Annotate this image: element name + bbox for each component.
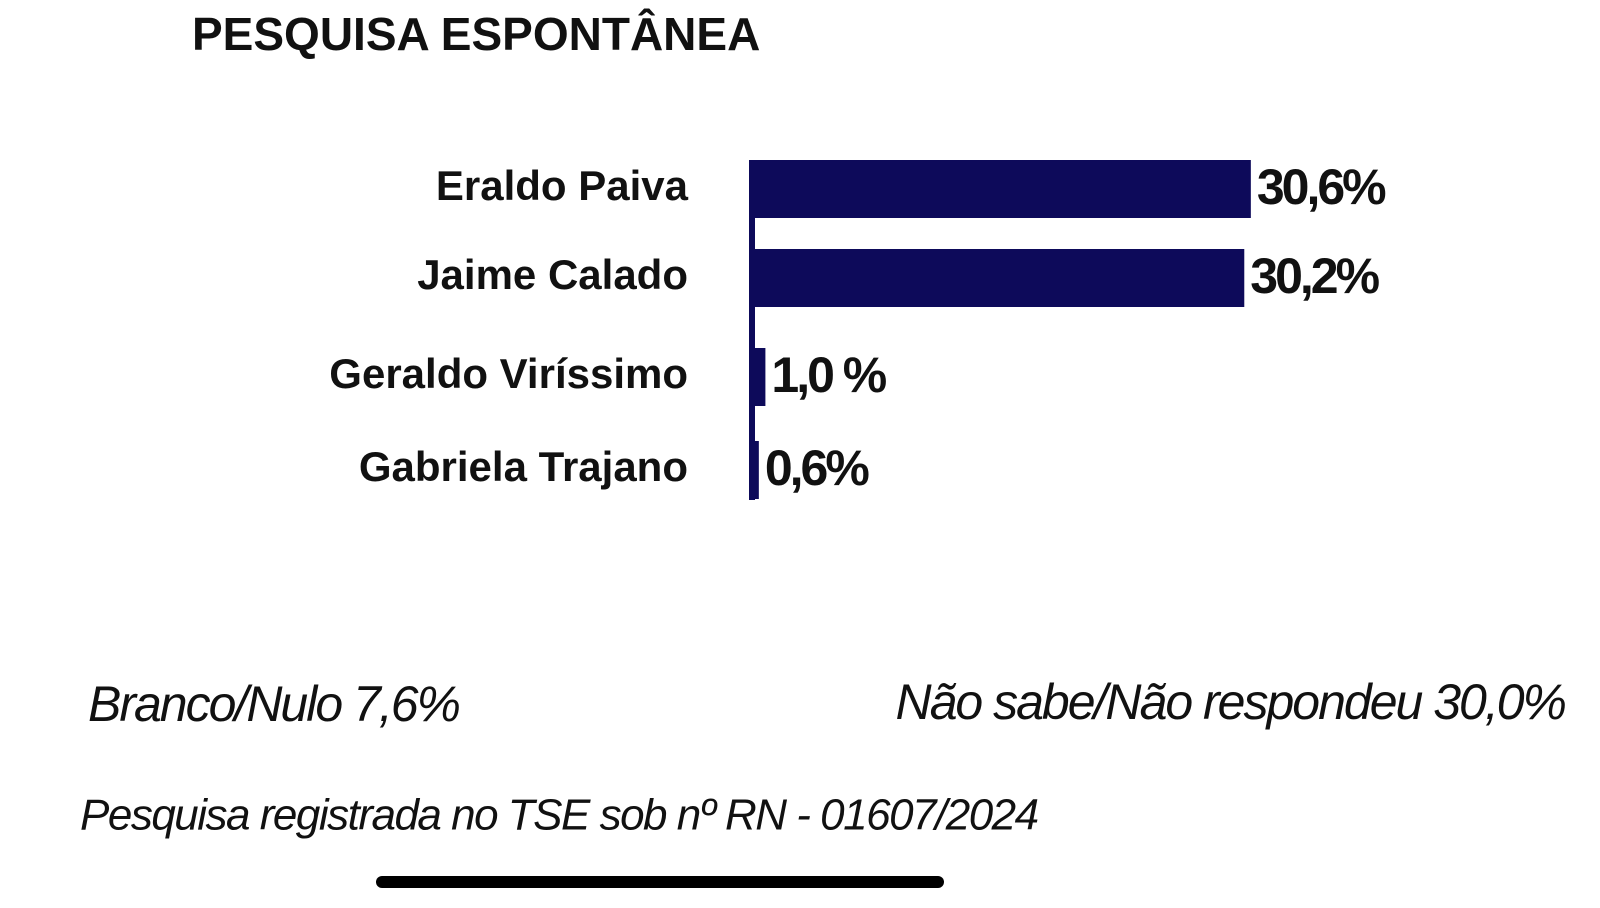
- annotation: Branco/Nulo 7,6%: [88, 676, 460, 732]
- value-label: 30,6%: [1257, 159, 1386, 215]
- value-label: 0,6%: [765, 440, 870, 496]
- bar: [749, 249, 1245, 307]
- category-label: Eraldo Paiva: [436, 162, 689, 209]
- annotation: Não sabe/Não respondeu 30,0%: [895, 674, 1565, 730]
- chart-title: PESQUISA ESPONTÂNEA: [192, 8, 760, 60]
- bar: [749, 348, 766, 406]
- bar: [749, 160, 1251, 218]
- bar: [749, 441, 759, 499]
- category-label: Gabriela Trajano: [359, 443, 688, 490]
- home-indicator: [376, 876, 944, 888]
- category-label: Jaime Calado: [417, 251, 688, 298]
- value-label: 30,2%: [1250, 248, 1379, 304]
- category-label: Geraldo Viríssimo: [329, 350, 688, 397]
- value-label: 1,0 %: [771, 347, 886, 403]
- annotation: Pesquisa registrada no TSE sob nº RN - 0…: [80, 791, 1038, 840]
